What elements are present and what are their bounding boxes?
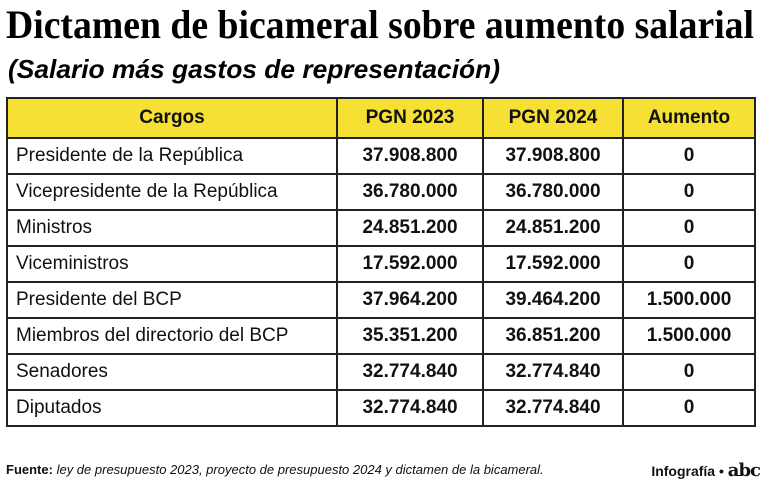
amount-cell: 0 — [622, 173, 756, 211]
position-cell: Ministros — [6, 209, 338, 247]
amount-cell: 24.851.200 — [482, 209, 624, 247]
table-row: Vicepresidente de la República 36.780.000… — [6, 173, 756, 211]
amount-cell: 0 — [622, 137, 756, 175]
amount-cell: 1.500.000 — [622, 317, 756, 355]
position-cell: Diputados — [6, 389, 338, 427]
amount-cell: 36.780.000 — [482, 173, 624, 211]
header: Dictamen de bicameral sobre aumento sala… — [6, 2, 754, 84]
amount-cell: 36.780.000 — [336, 173, 484, 211]
amount-cell: 32.774.840 — [336, 353, 484, 391]
table-row: Ministros 24.851.200 24.851.200 0 — [6, 209, 756, 247]
position-cell: Presidente del BCP — [6, 281, 338, 319]
amount-cell: 35.351.200 — [336, 317, 484, 355]
amount-cell: 37.964.200 — [336, 281, 484, 319]
amount-cell: 36.851.200 — [482, 317, 624, 355]
amount-cell: 32.774.840 — [482, 389, 624, 427]
source-label: Fuente: — [6, 462, 53, 477]
column-header: PGN 2024 — [482, 97, 624, 139]
table-row: Miembros del directorio del BCP 35.351.20… — [6, 317, 756, 355]
amount-cell: 37.908.800 — [336, 137, 484, 175]
table-row: Senadores 32.774.840 32.774.840 0 — [6, 353, 756, 391]
amount-cell: 24.851.200 — [336, 209, 484, 247]
table-row: Presidente de la República 37.908.800 37.9… — [6, 137, 756, 175]
column-header: PGN 2023 — [336, 97, 484, 139]
position-cell: Senadores — [6, 353, 338, 391]
amount-cell: 0 — [622, 353, 756, 391]
credit: Infografía • abc — [651, 460, 761, 481]
column-header: Aumento — [622, 97, 756, 139]
table-row: Diputados 32.774.840 32.774.840 0 — [6, 389, 756, 427]
position-cell: Presidente de la República — [6, 137, 338, 175]
amount-cell: 32.774.840 — [482, 353, 624, 391]
table-body: Presidente de la República 37.908.800 37.9… — [6, 137, 756, 427]
amount-cell: 0 — [622, 389, 756, 427]
logo: abc — [727, 460, 761, 481]
amount-cell: 37.908.800 — [482, 137, 624, 175]
table-row: Viceministros 17.592.000 17.592.000 0 — [6, 245, 756, 283]
amount-cell: 1.500.000 — [622, 281, 756, 319]
column-header: Cargos — [6, 97, 338, 139]
amount-cell: 17.592.000 — [336, 245, 484, 283]
source: Fuente: ley de presupuesto 2023, proyect… — [6, 462, 544, 477]
header-row: Cargos PGN 2023 PGN 2024 Aumento — [6, 97, 756, 139]
position-cell: Vicepresidente de la República — [6, 173, 338, 211]
credit-text: Infografía • — [651, 463, 724, 479]
title: Dictamen de bicameral sobre aumento sala… — [6, 2, 754, 47]
table: Cargos PGN 2023 PGN 2024 Aumento Presidente… — [6, 97, 756, 427]
amount-cell: 39.464.200 — [482, 281, 624, 319]
subtitle: (Salario más gastos de representación) — [8, 54, 500, 84]
table-row: Presidente del BCP 37.964.200 39.464.200 1.… — [6, 281, 756, 319]
amount-cell: 0 — [622, 245, 756, 283]
position-cell: Viceministros — [6, 245, 338, 283]
amount-cell: 17.592.000 — [482, 245, 624, 283]
source-text: ley de presupuesto 2023, proyecto de pre… — [56, 462, 544, 477]
amount-cell: 32.774.840 — [336, 389, 484, 427]
amount-cell: 0 — [622, 209, 756, 247]
position-cell: Miembros del directorio del BCP — [6, 317, 338, 355]
